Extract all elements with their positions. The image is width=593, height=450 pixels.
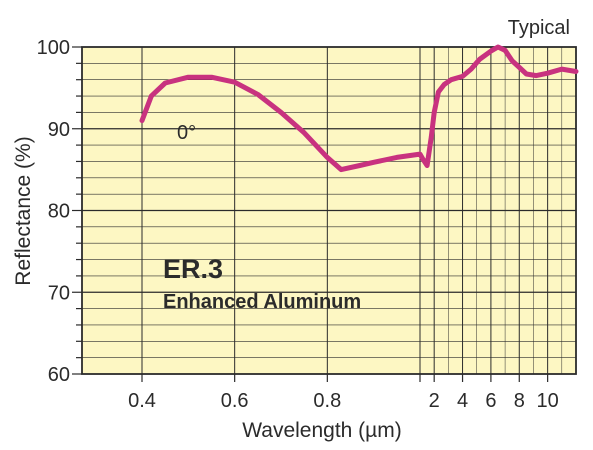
x-tick-label: 10 [537,390,559,412]
y-tick-label: 80 [48,201,70,223]
y-tick-label: 90 [48,119,70,141]
x-tick-label: 0.8 [313,390,341,412]
y-axis-title: Reflectance (%) [12,136,35,285]
angle-label: 0° [177,122,196,144]
x-tick-label: 0.6 [221,390,249,412]
x-tick-label: 6 [485,390,496,412]
x-tick-label: 2 [429,390,440,412]
x-tick-label: 8 [514,390,525,412]
y-axis: 60 70 80 90 100 [37,37,82,386]
grid [82,47,576,374]
x-tick-label: 4 [457,390,468,412]
x-tick-label: 0.4 [128,390,156,412]
coating-title: ER.3 [163,254,223,284]
y-tick-label: 70 [48,282,70,304]
coating-subtitle: Enhanced Aluminum [163,291,361,313]
x-axis: 0.4 0.6 0.8 2 4 6 8 10 [128,374,559,412]
x-axis-title: Wavelength (µm) [242,419,402,442]
y-tick-label: 100 [37,37,70,59]
reflectance-line [139,44,579,173]
corner-note: Typical [508,17,570,39]
y-tick-label: 60 [48,364,70,386]
